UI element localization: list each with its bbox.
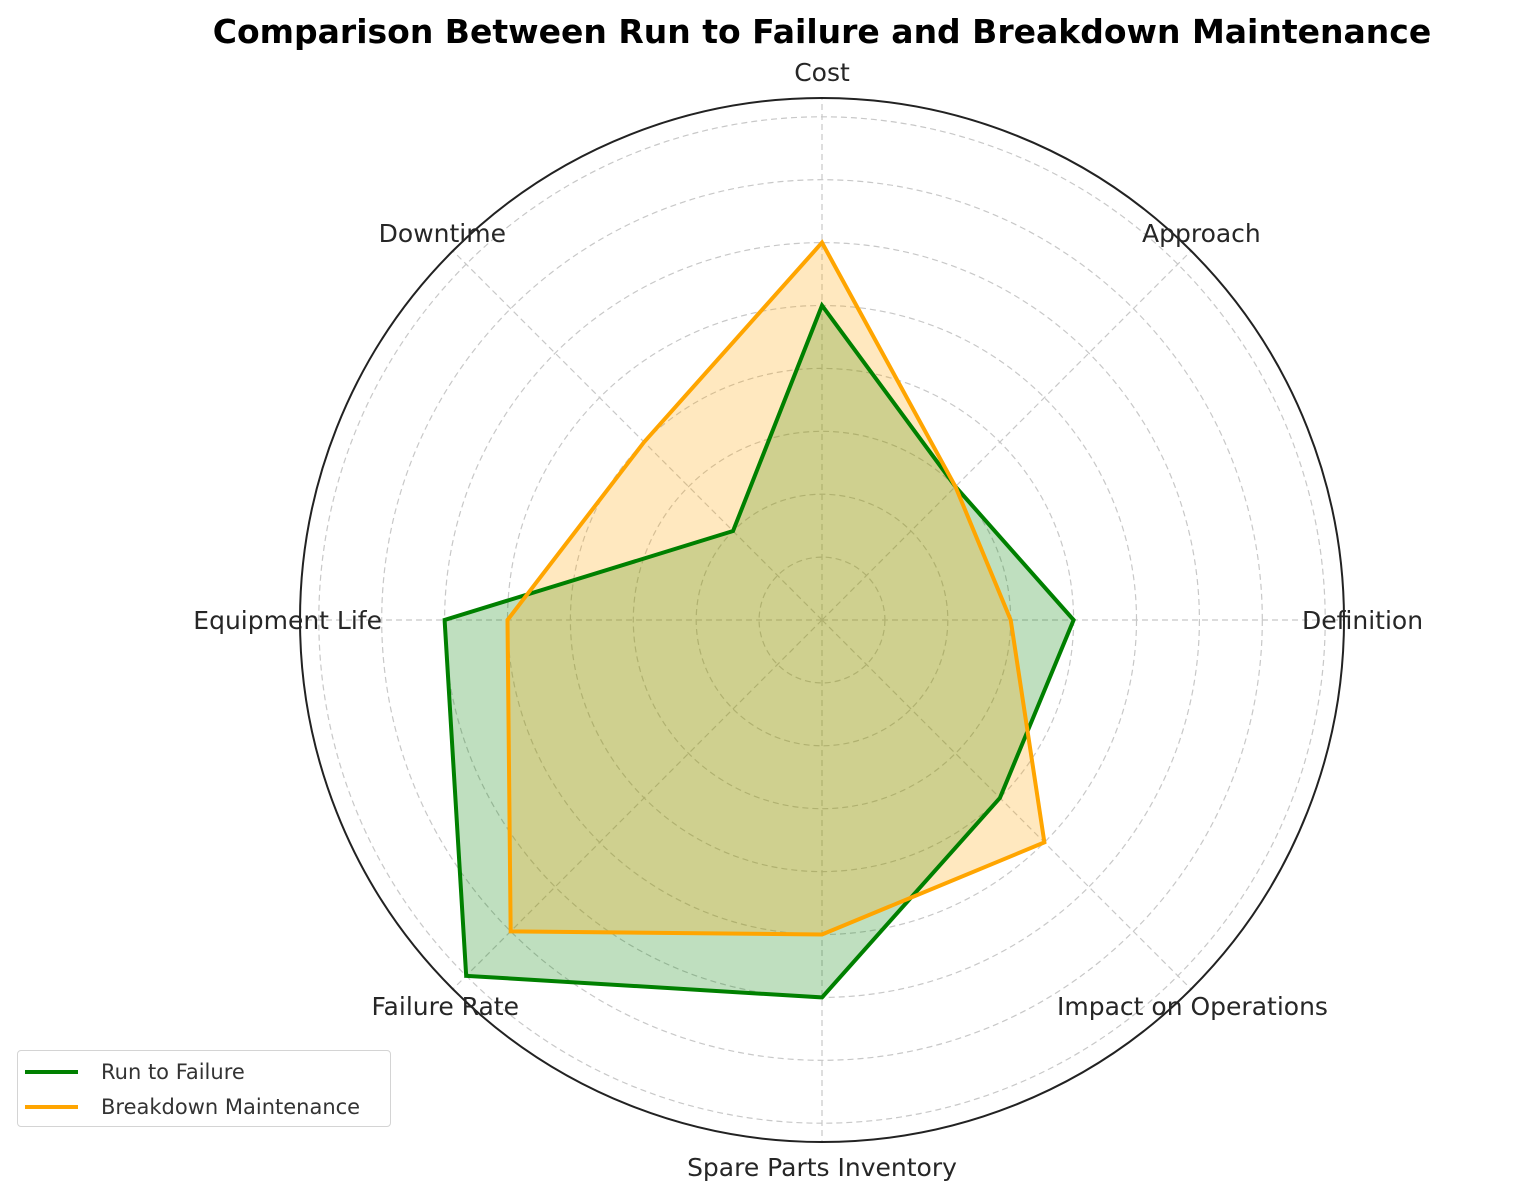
series-line-run-to-failure (442, 301, 1076, 1000)
series-line-breakdown-maintenance (505, 239, 1047, 937)
chart-title: Comparison Between Run to Failure and Br… (212, 12, 1432, 51)
legend-item-run-to-failure: Run to Failure (25, 1057, 245, 1087)
grid-spoke (821, 619, 1192, 990)
legend-swatch-run-to-failure (25, 1070, 78, 1074)
axis-label-downtime: Downtime (379, 219, 506, 248)
axis-label-cost: Cost (794, 58, 850, 87)
series-layer (442, 239, 1076, 1000)
grid-spoke (821, 250, 1192, 621)
legend-swatch-breakdown-maintenance (25, 1105, 78, 1109)
legend-label: Breakdown Maintenance (101, 1095, 361, 1119)
legend: Run to Failure Breakdown Maintenance (17, 1050, 391, 1127)
axis-labels: Definition Approach Cost Downtime Equipment … (193, 58, 1423, 1182)
axis-label-impact-on-operations: Impact on Operations (1057, 992, 1328, 1021)
axis-label-failure-rate: Failure Rate (371, 992, 519, 1021)
axis-label-approach: Approach (1142, 219, 1261, 248)
legend-label: Run to Failure (101, 1060, 245, 1084)
series-fill-run-to-failure (444, 305, 1074, 998)
axis-label-spare-parts-inventory: Spare Parts Inventory (687, 1153, 957, 1182)
grid-spokes (300, 98, 1344, 1142)
axis-label-definition: Definition (1302, 606, 1423, 635)
series-fill-breakdown-maintenance (507, 242, 1045, 935)
grid-spoke (452, 619, 823, 990)
axis-label-equipment-life: Equipment Life (193, 606, 382, 635)
grid-spoke (452, 250, 823, 621)
outer-frame (299, 97, 1345, 1143)
legend-item-breakdown-maintenance: Breakdown Maintenance (25, 1092, 360, 1122)
